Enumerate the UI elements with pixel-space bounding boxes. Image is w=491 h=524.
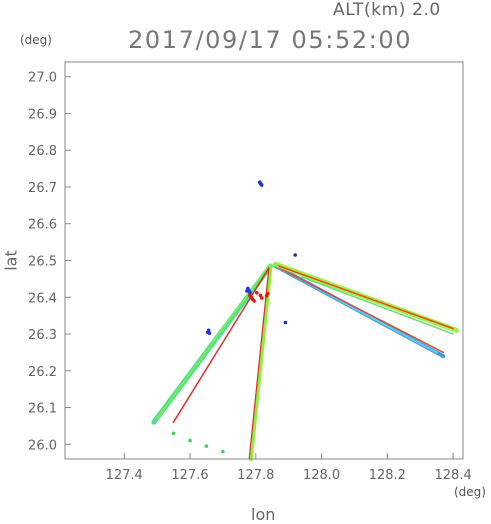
x-axis-label: lon — [251, 505, 276, 524]
echo-point — [259, 296, 264, 300]
beam-3 — [248, 264, 273, 461]
beam-7 — [278, 267, 445, 354]
beam-10 — [301, 276, 454, 335]
echo-point — [248, 290, 252, 295]
ticks-layer: 127.4 127.6 127.8 128.0 128.2 128.4 26.0 26.1 26… — [28, 71, 472, 483]
x-tick-label: 127.6 — [171, 468, 208, 483]
beam-1 — [156, 266, 269, 420]
echo-point — [254, 291, 259, 295]
x-tick-label: 128.0 — [303, 468, 340, 483]
echo-point — [188, 438, 192, 443]
beam-9 — [278, 265, 454, 330]
echo-cluster-4 — [293, 253, 298, 257]
echo-cluster-2 — [206, 328, 212, 336]
y-tick-label: 26.1 — [28, 402, 57, 417]
y-axis-unit: (deg) — [20, 33, 52, 47]
x-tick-label: 127.8 — [237, 468, 274, 483]
altitude-label: ALT(km) 2.0 — [333, 0, 441, 20]
y-tick-label: 26.7 — [28, 181, 57, 196]
x-tick-label: 127.4 — [106, 468, 143, 483]
echo-point — [252, 299, 256, 303]
echo-point — [207, 331, 212, 336]
echo-point — [204, 444, 209, 448]
x-tick-label: 128.2 — [369, 468, 406, 483]
echo-point — [221, 449, 225, 454]
clusters-layer — [171, 180, 298, 454]
y-tick-label: 26.4 — [28, 291, 57, 306]
echo-cluster-1 — [245, 286, 252, 295]
x-tick-label: 128.4 — [435, 468, 472, 483]
y-tick-label: 26.6 — [28, 218, 57, 233]
echo-cluster-3 — [283, 320, 288, 325]
echo-point — [171, 431, 176, 436]
y-tick-label: 26.2 — [28, 365, 57, 380]
echo-point — [259, 183, 264, 187]
echo-point — [206, 328, 211, 333]
chart-title-timestamp: 2017/09/17 05:52:00 — [128, 26, 413, 54]
y-tick-label: 26.3 — [28, 328, 57, 343]
y-tick-label: 27.0 — [28, 71, 57, 86]
plot-frame — [64, 61, 464, 460]
echo-point — [293, 253, 298, 257]
echo-point — [283, 320, 288, 325]
echo-cluster-7 — [171, 431, 225, 454]
echo-point — [265, 291, 270, 296]
beam-4 — [248, 267, 270, 460]
y-tick-label: 26.9 — [28, 107, 57, 122]
echo-point — [245, 289, 249, 293]
y-tick-label: 26.0 — [28, 438, 57, 453]
beams-layer — [151, 261, 459, 461]
echo-cluster-5 — [248, 291, 264, 303]
y-tick-label: 26.8 — [28, 144, 57, 159]
y-tick-label: 26.5 — [28, 255, 57, 270]
echo-cluster-0 — [257, 180, 264, 187]
echo-cluster-6 — [264, 291, 270, 298]
x-axis-unit: (deg) — [454, 485, 486, 499]
beam-2 — [172, 267, 270, 423]
